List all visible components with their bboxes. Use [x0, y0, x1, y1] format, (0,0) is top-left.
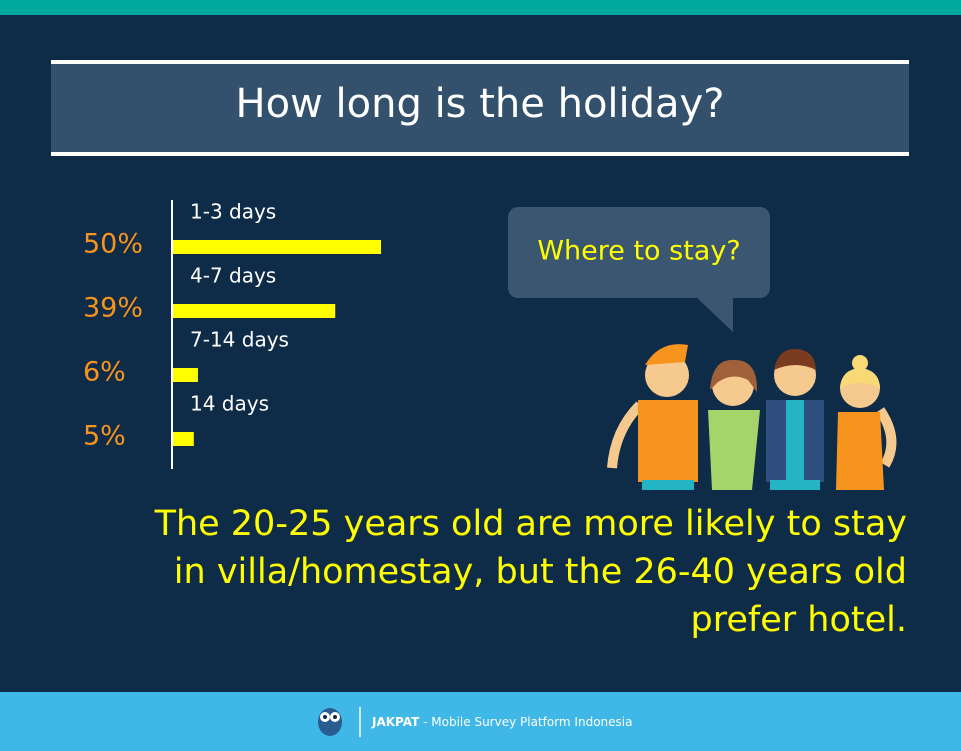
owl-pupil [323, 715, 327, 719]
arm [607, 401, 644, 469]
value-label: 39% [83, 293, 143, 324]
title-band [51, 62, 909, 154]
category-label: 7-14 days [190, 328, 289, 352]
person-body [638, 400, 698, 482]
owl-body [318, 708, 342, 736]
callout: Where to stay? [537, 236, 740, 267]
person-body [708, 410, 760, 490]
value-label: 5% [83, 421, 126, 452]
title-rule [51, 152, 909, 156]
bar [173, 304, 336, 318]
arm [875, 407, 897, 468]
bar [173, 432, 194, 446]
owl-logo [318, 708, 342, 736]
hair [645, 344, 688, 365]
title-rule [51, 60, 909, 64]
footer-brand: JAKPAT [371, 715, 420, 729]
bubble-body [508, 207, 770, 298]
person-body [836, 412, 884, 490]
value-label: 50% [83, 229, 143, 260]
note: The 20-25 years old are more likely to s… [154, 504, 907, 640]
value-label: 6% [83, 357, 126, 388]
category-label: 4-7 days [190, 264, 276, 288]
footer-tagline: - Mobile Survey Platform Indonesia [423, 715, 632, 729]
hair [774, 348, 816, 370]
chart-title: How long is the holiday? [236, 81, 725, 127]
category-label: 14 days [190, 392, 269, 416]
category-label: 1-3 days [190, 200, 276, 224]
hair-bun [852, 355, 868, 371]
footer-text: JAKPAT - Mobile Survey Platform Indonesi… [371, 715, 632, 729]
hair [710, 359, 758, 392]
speech-bubble: Where to stay? [508, 207, 770, 332]
person-legs [642, 480, 694, 490]
hair [840, 368, 880, 388]
footer-band [0, 692, 961, 751]
bar [173, 240, 381, 254]
top-strip [0, 0, 961, 15]
bar [173, 368, 198, 382]
bubble-tail [695, 296, 733, 332]
owl-pupil [333, 715, 337, 719]
person-legs [770, 480, 820, 490]
people-illustration [607, 344, 897, 490]
shirt [786, 400, 804, 482]
